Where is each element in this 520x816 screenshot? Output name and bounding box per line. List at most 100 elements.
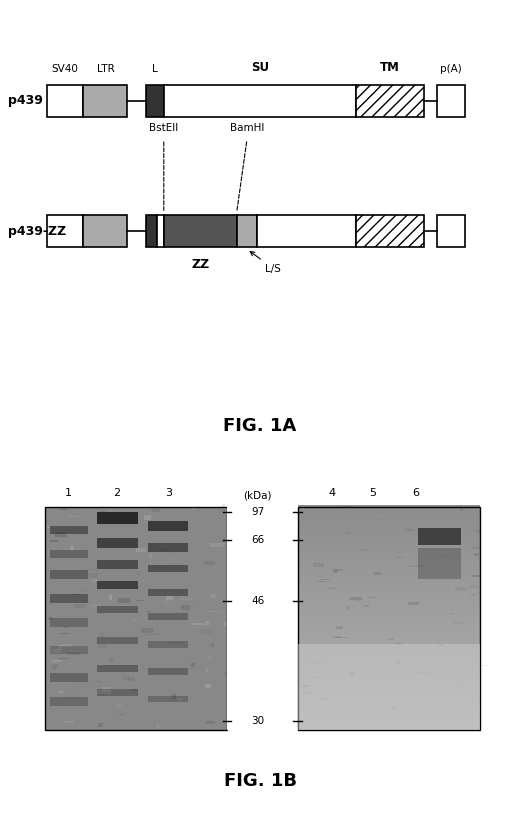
FancyBboxPatch shape [92,579,98,583]
FancyBboxPatch shape [47,85,83,117]
FancyBboxPatch shape [298,528,480,531]
FancyBboxPatch shape [50,539,58,542]
FancyBboxPatch shape [47,215,83,247]
FancyBboxPatch shape [60,508,67,510]
FancyBboxPatch shape [355,600,361,601]
FancyBboxPatch shape [336,626,343,629]
FancyBboxPatch shape [298,541,480,545]
FancyBboxPatch shape [298,621,480,625]
FancyBboxPatch shape [298,608,480,612]
FancyBboxPatch shape [298,644,480,730]
FancyBboxPatch shape [97,512,138,524]
FancyBboxPatch shape [180,597,194,600]
FancyBboxPatch shape [148,668,188,675]
FancyBboxPatch shape [166,596,173,601]
Text: p439-ZZ: p439-ZZ [8,224,66,237]
FancyBboxPatch shape [320,579,331,580]
FancyBboxPatch shape [148,614,188,620]
FancyBboxPatch shape [298,710,480,714]
FancyBboxPatch shape [99,663,102,667]
FancyBboxPatch shape [298,681,480,685]
FancyBboxPatch shape [356,215,424,247]
FancyBboxPatch shape [97,538,138,548]
FancyBboxPatch shape [298,505,480,509]
Text: BstEII: BstEII [149,123,178,134]
FancyBboxPatch shape [298,685,480,690]
FancyBboxPatch shape [146,85,164,117]
FancyBboxPatch shape [298,574,480,579]
FancyBboxPatch shape [298,652,480,656]
FancyBboxPatch shape [49,526,88,534]
FancyBboxPatch shape [298,630,480,634]
FancyBboxPatch shape [298,552,480,556]
FancyBboxPatch shape [90,604,101,607]
Text: (kDa): (kDa) [243,490,272,500]
FancyBboxPatch shape [191,623,205,625]
FancyBboxPatch shape [298,712,480,716]
FancyBboxPatch shape [298,512,480,516]
FancyBboxPatch shape [298,572,480,576]
FancyBboxPatch shape [298,690,480,694]
FancyBboxPatch shape [298,523,480,527]
Text: LTR: LTR [97,64,114,74]
FancyBboxPatch shape [84,590,87,591]
FancyBboxPatch shape [224,622,236,626]
FancyBboxPatch shape [49,550,88,558]
FancyBboxPatch shape [63,626,69,628]
FancyBboxPatch shape [298,559,480,563]
FancyBboxPatch shape [116,704,123,706]
FancyBboxPatch shape [298,583,480,588]
FancyBboxPatch shape [97,581,138,589]
FancyBboxPatch shape [109,595,112,600]
FancyBboxPatch shape [50,664,58,667]
FancyBboxPatch shape [298,708,480,712]
FancyBboxPatch shape [207,611,221,612]
FancyBboxPatch shape [222,504,225,508]
FancyBboxPatch shape [367,596,375,598]
FancyBboxPatch shape [476,546,480,549]
FancyBboxPatch shape [224,672,235,676]
Text: p439: p439 [8,95,43,108]
FancyBboxPatch shape [298,568,480,572]
FancyBboxPatch shape [149,553,152,559]
FancyBboxPatch shape [210,543,224,547]
Text: 30: 30 [251,716,264,726]
FancyBboxPatch shape [237,215,257,247]
FancyBboxPatch shape [391,707,398,710]
FancyBboxPatch shape [172,694,176,699]
FancyBboxPatch shape [333,569,343,571]
FancyBboxPatch shape [204,561,215,565]
Text: p(A): p(A) [440,64,462,74]
FancyBboxPatch shape [97,561,138,569]
FancyBboxPatch shape [102,687,111,692]
FancyBboxPatch shape [298,670,480,674]
FancyBboxPatch shape [180,605,190,610]
FancyBboxPatch shape [406,529,413,530]
FancyBboxPatch shape [298,548,480,552]
FancyBboxPatch shape [298,702,480,705]
FancyBboxPatch shape [97,606,138,614]
FancyBboxPatch shape [144,515,151,520]
FancyBboxPatch shape [298,557,480,561]
FancyBboxPatch shape [319,699,326,700]
FancyBboxPatch shape [206,667,209,672]
FancyBboxPatch shape [298,693,480,696]
FancyBboxPatch shape [333,570,337,573]
FancyBboxPatch shape [298,508,480,512]
FancyBboxPatch shape [298,706,480,710]
Text: 6: 6 [412,489,419,499]
FancyBboxPatch shape [212,709,217,710]
FancyBboxPatch shape [146,610,151,612]
FancyBboxPatch shape [418,672,426,673]
FancyBboxPatch shape [119,598,129,602]
FancyBboxPatch shape [298,657,480,661]
FancyBboxPatch shape [298,724,480,728]
FancyBboxPatch shape [298,654,480,659]
FancyBboxPatch shape [298,579,480,583]
FancyBboxPatch shape [146,634,160,636]
FancyBboxPatch shape [52,660,61,663]
FancyBboxPatch shape [298,699,480,703]
FancyBboxPatch shape [97,665,138,672]
FancyBboxPatch shape [298,623,480,628]
FancyBboxPatch shape [192,507,196,510]
